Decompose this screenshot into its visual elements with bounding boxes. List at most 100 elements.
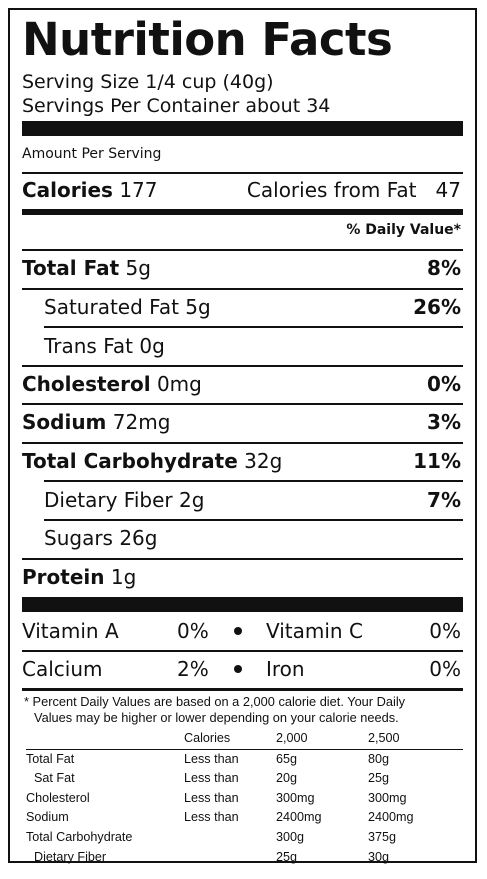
medium-divider [22,688,463,691]
calories-label: Calories [22,178,113,202]
row-2000: 2400mg [276,810,322,825]
daily-value-header: % Daily Value* [346,222,461,238]
row-2000: 300mg [276,790,315,805]
amount-per-serving: Amount Per Serving [22,136,463,172]
nutrient-label: Sugars [44,526,113,550]
divider [44,480,463,482]
row-2000: 25g [276,849,298,864]
divider [44,519,463,521]
nutrient-dv: 7% [427,488,461,512]
row-2000: 300g [276,829,305,844]
table-row: Sodium Less than 2400mg 2400mg [26,808,463,828]
calories-value: 177 [119,178,158,202]
row-label: Total Carbohydrate [26,829,133,844]
daily-value-header-row: % Daily Value* [22,212,463,248]
nutrient-amount: 0g [139,334,165,358]
nutrient-row-protein: Protein 1g [22,559,463,595]
nutrient-dv: 3% [427,410,461,434]
calories-row: Calories 177 Calories from Fat 47 [22,172,463,208]
label-inner: Nutrition Facts Serving Size 1/4 cup (40… [22,10,463,864]
divider [22,558,463,560]
row-2000: 20g [276,771,298,786]
row-label: Total Fat [26,751,75,766]
table-row: Sat Fat Less than 20g 25g [26,769,463,789]
row-2500: 300mg [368,790,407,805]
calories-from-fat-value: 47 [435,178,461,202]
nutrient-amount: 32g [244,449,283,473]
divider [22,442,463,444]
nutrient-label: Total Carbohydrate [22,449,238,473]
bullet-icon [234,627,242,635]
calcium-label: Calcium [22,657,103,681]
row-label: Sodium [26,810,69,825]
row-2000: 65g [276,751,298,766]
divider [22,288,463,290]
divider [22,172,463,174]
nutrition-facts-label: Nutrition Facts Serving Size 1/4 cup (40… [8,8,477,864]
nutrient-amount: 1g [110,565,137,589]
nutrient-row-sodium: Sodium 72mg 3% [22,404,463,440]
row-2500: 80g [368,751,390,766]
serving-size: Serving Size 1/4 cup (40g) [22,71,274,93]
vitamin-c-value: 0% [429,619,461,643]
iron-label: Iron [266,657,305,681]
nutrient-amount: 72mg [112,410,171,434]
amount-per-serving-label: Amount Per Serving [22,146,162,162]
calcium-value: 2% [177,657,209,681]
row-2500: 375g [368,829,397,844]
header-2500: 2,500 [368,731,400,745]
nutrient-row-sugars: Sugars 26g [44,520,463,556]
nutrient-row-cholesterol: Cholesterol 0mg 0% [22,366,463,402]
nutrient-label: Sodium [22,410,107,434]
nutrient-row-saturated-fat: Saturated Fat 5g 26% [44,289,463,325]
nutrient-row-dietary-fiber: Dietary Fiber 2g 7% [44,482,463,518]
nutrient-amount: 2g [178,488,205,512]
medium-divider [22,209,463,215]
nutrient-label: Protein [22,565,105,589]
row-label: Sat Fat [34,771,75,786]
vitamin-a-value: 0% [177,619,209,643]
thick-divider [22,121,463,136]
divider [44,326,463,328]
nutrient-amount: 26g [119,526,158,550]
divider [22,365,463,367]
table-row: Dietary Fiber 25g 30g [26,848,463,868]
calories-from-fat-label: Calories from Fat [246,178,417,202]
thick-divider [22,597,463,612]
nutrient-amount: 5g [125,256,151,280]
vitamin-a-label: Vitamin A [22,619,119,643]
vitamin-c-label: Vitamin C [266,619,363,643]
row-qualifier: Less than [184,771,239,786]
nutrient-label: Dietary Fiber [44,488,173,512]
nutrient-label: Total Fat [22,256,120,280]
table-row: Total Fat Less than 65g 80g [26,750,463,770]
nutrient-row-total-carbohydrate: Total Carbohydrate 32g 11% [22,443,463,479]
divider [22,249,463,251]
nutrient-dv: 8% [427,256,461,280]
nutrient-row-total-fat: Total Fat 5g 8% [22,250,463,286]
nutrient-amount: 0mg [156,372,202,396]
row-2500: 2400mg [368,810,414,825]
footnote: * Percent Daily Values are based on a 2,… [22,694,463,726]
header-calories: Calories [184,731,231,745]
footnote-table-header: Calories 2,000 2,500 [26,729,463,750]
nutrient-label: Trans Fat [44,334,133,358]
row-label: Cholesterol [26,790,90,805]
label-title: Nutrition Facts [22,13,393,66]
header-2000: 2,000 [276,731,308,745]
table-row: Cholesterol Less than 300mg 300mg [26,789,463,809]
divider [22,650,463,652]
divider [22,403,463,405]
footnote-line-2: Values may be higher or lower depending … [34,710,399,725]
footnote-table: Calories 2,000 2,500 Total Fat Less than… [26,729,463,867]
footnote-line-1: * Percent Daily Values are based on a 2,… [24,694,406,709]
row-2500: 25g [368,771,390,786]
nutrient-label: Saturated Fat [44,295,179,319]
nutrient-dv: 0% [427,372,461,396]
nutrient-dv: 11% [413,449,461,473]
row-qualifier: Less than [184,790,239,805]
row-qualifier: Less than [184,810,239,825]
row-label: Dietary Fiber [34,849,107,864]
row-qualifier: Less than [184,751,239,766]
row-2500: 30g [368,849,390,864]
